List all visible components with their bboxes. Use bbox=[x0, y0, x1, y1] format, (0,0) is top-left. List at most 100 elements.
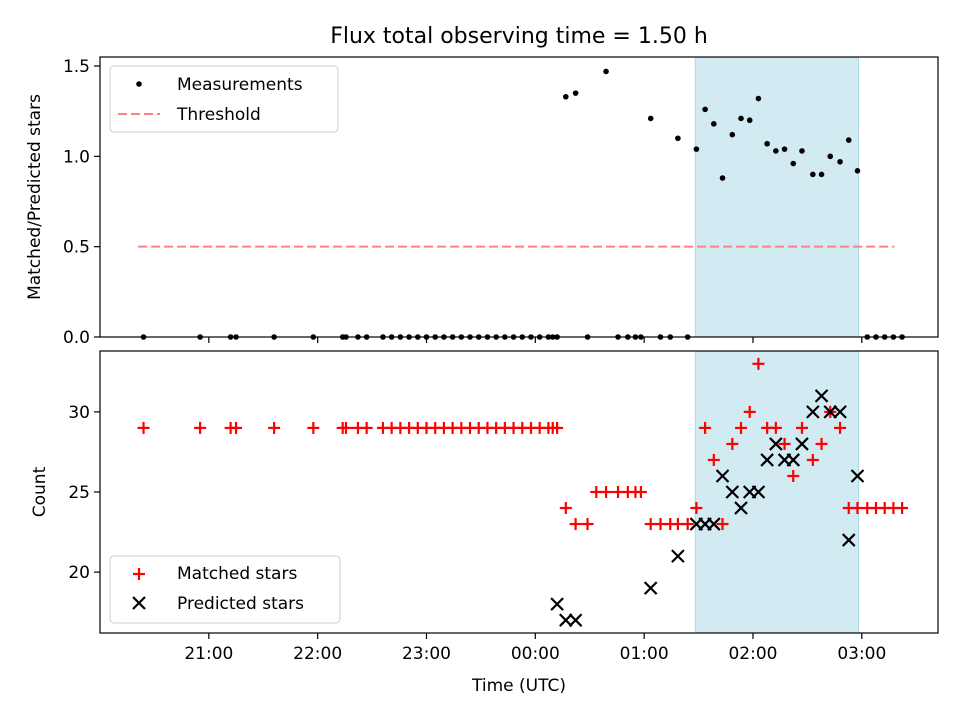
ratio-x-ticks bbox=[208, 337, 863, 343]
measurement-point bbox=[719, 175, 726, 181]
predicted-star-point bbox=[760, 453, 774, 467]
y-tick-label: 1.0 bbox=[63, 147, 90, 167]
measurement-point bbox=[781, 146, 788, 152]
matched-star-point bbox=[307, 421, 320, 434]
matched-star-point bbox=[743, 405, 756, 418]
count-legend: Matched stars Predicted stars bbox=[109, 555, 341, 624]
x-tick-label: 03:00 bbox=[837, 644, 886, 664]
predicted-star-point bbox=[643, 581, 658, 595]
measurement-point bbox=[746, 117, 753, 124]
x-tick-label: 01:00 bbox=[620, 644, 669, 664]
matched-star-point bbox=[581, 518, 594, 531]
measurement-point bbox=[818, 171, 825, 178]
measurement-point bbox=[810, 171, 816, 178]
predicted-star-point bbox=[559, 613, 573, 627]
highlight-span-rect bbox=[694, 56, 860, 338]
predicted-star-point bbox=[823, 405, 838, 419]
predicted-star-point bbox=[751, 485, 766, 499]
measurement-point bbox=[729, 131, 736, 138]
ratio-y-axis-label: Matched/Predicted stars bbox=[25, 94, 45, 300]
x-tick-label: 21:00 bbox=[184, 644, 233, 664]
predicted-star-point bbox=[550, 597, 564, 611]
measurement-point bbox=[799, 148, 805, 154]
matched-star-point bbox=[769, 421, 782, 434]
ratio-axes-frame bbox=[99, 56, 939, 338]
matched-star-point bbox=[681, 518, 694, 531]
chart-title: Flux total observing time = 1.50 h bbox=[330, 24, 708, 49]
matched-star-point bbox=[230, 421, 243, 434]
ratio-legend: Measurements Threshold bbox=[109, 65, 339, 133]
measurement-point bbox=[572, 90, 579, 96]
predicted-star-point bbox=[734, 501, 748, 515]
legend-label-matched: Matched stars bbox=[177, 564, 297, 584]
x-tick-label: 02:00 bbox=[728, 644, 777, 664]
matched-star-point bbox=[569, 518, 582, 531]
measurement-point bbox=[755, 95, 762, 102]
y-tick-label: 0.5 bbox=[63, 238, 90, 258]
ratio-panel: 0.0 0.5 1.0 1.5 Matched/Predicted stars Mea… bbox=[25, 56, 939, 348]
matched-star-point bbox=[137, 421, 150, 434]
matched-star-point bbox=[735, 421, 748, 434]
y-tick-label: 1.5 bbox=[63, 57, 90, 77]
predicted-star-point bbox=[707, 517, 721, 531]
predicted-star-point bbox=[806, 405, 820, 419]
count-panel: 20 25 30 21:00 22:00 23:00 00:00 01:00 02:00 03:… bbox=[30, 350, 939, 696]
measurement-point bbox=[647, 115, 654, 122]
measurement-point bbox=[562, 93, 569, 100]
ratio-legend-box bbox=[109, 65, 339, 133]
measurement-point bbox=[603, 68, 609, 75]
matched-star-point bbox=[834, 421, 847, 434]
measurement-point bbox=[693, 146, 700, 152]
y-tick-label: 0.0 bbox=[63, 328, 90, 348]
matched-star-point bbox=[559, 502, 572, 515]
matched-star-point bbox=[795, 421, 808, 434]
predicted-star-point bbox=[568, 613, 583, 627]
predicted-star-point bbox=[841, 533, 856, 547]
measurement-point bbox=[854, 168, 861, 174]
measurement-point bbox=[711, 121, 717, 127]
matched-star-point bbox=[806, 453, 819, 466]
measurement-point bbox=[773, 148, 779, 154]
y-tick-label: 30 bbox=[68, 403, 90, 423]
measurement-point bbox=[675, 135, 681, 142]
ratio-highlight-span bbox=[694, 56, 860, 338]
matched-star-point bbox=[634, 486, 647, 498]
measurement-point bbox=[845, 137, 852, 143]
count-highlight-span bbox=[694, 350, 860, 634]
legend-label-threshold: Threshold bbox=[176, 105, 261, 125]
x-tick-label: 23:00 bbox=[402, 644, 451, 664]
count-x-ticks: 21:00 22:00 23:00 00:00 01:00 02:00 03:00 bbox=[184, 633, 886, 664]
matched-star-point bbox=[360, 421, 373, 434]
predicted-star-point bbox=[769, 437, 783, 451]
y-tick-label: 20 bbox=[68, 563, 90, 583]
matched-star-point bbox=[716, 518, 729, 531]
matched-star-point bbox=[815, 437, 828, 450]
legend-x-marker bbox=[132, 596, 146, 610]
x-axis-label: Time (UTC) bbox=[471, 676, 566, 696]
matched-star-point bbox=[690, 502, 703, 515]
predicted-star-point bbox=[671, 549, 685, 563]
count-legend-box bbox=[109, 555, 341, 624]
measurement-point bbox=[702, 106, 708, 113]
legend-dot-marker bbox=[136, 81, 142, 87]
x-tick-label: 22:00 bbox=[293, 644, 342, 664]
legend-label-predicted: Predicted stars bbox=[177, 594, 304, 614]
predicted-star-point bbox=[833, 405, 847, 419]
matched-star-point bbox=[551, 421, 564, 434]
matched-star-point bbox=[600, 486, 613, 498]
predicted-star-point bbox=[795, 437, 809, 451]
count-marks bbox=[137, 357, 909, 627]
matched-star-point bbox=[787, 469, 800, 482]
highlight-span-rect bbox=[694, 350, 860, 634]
legend-label-measurements: Measurements bbox=[177, 75, 303, 95]
predicted-star-point bbox=[786, 453, 801, 467]
predicted-star-point bbox=[715, 469, 730, 483]
count-y-axis-label: Count bbox=[30, 466, 50, 517]
predicted-star-point bbox=[814, 389, 829, 403]
count-y-ticks: 20 25 30 bbox=[68, 403, 100, 583]
y-tick-label: 25 bbox=[68, 483, 90, 503]
matched-star-point bbox=[896, 502, 909, 515]
predicted-star-point bbox=[850, 469, 865, 483]
matched-star-point bbox=[752, 357, 765, 370]
